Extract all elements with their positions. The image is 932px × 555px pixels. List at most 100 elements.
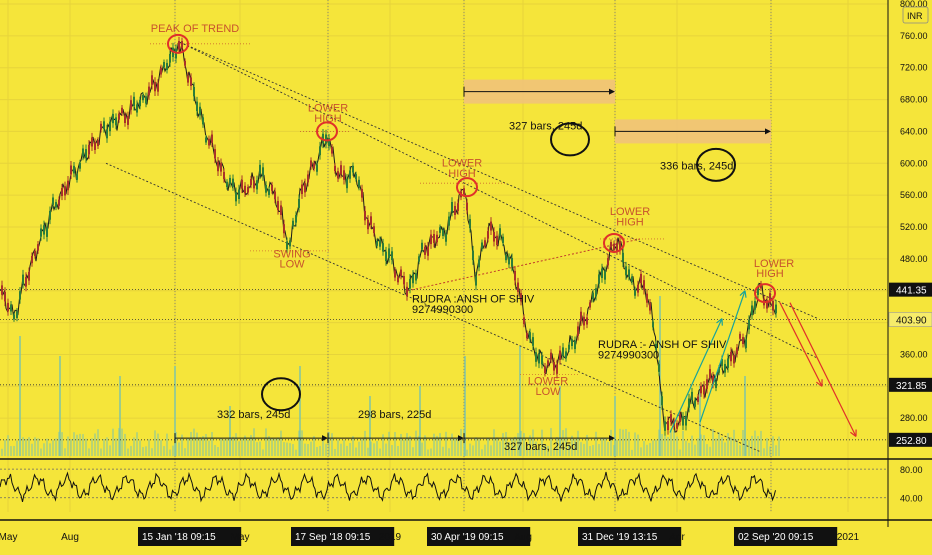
x-label-badge-10[interactable] [734,527,838,546]
x-label-badge-4[interactable] [291,527,395,546]
candle-body [265,185,267,193]
candle-body [241,179,243,189]
candle-body [331,147,333,154]
candle-body [139,99,141,107]
candle-body [436,234,438,243]
price-level-badge-1[interactable] [888,312,932,327]
currency-badge[interactable] [902,6,929,24]
candle-body [109,121,111,132]
candle-body [439,227,441,233]
candle-body [622,252,624,263]
candle-body [547,360,549,366]
candle-body [73,165,75,174]
candle-body [334,165,336,172]
candle-body [283,224,285,234]
candle-body [616,242,618,251]
highlight-circle-4 [754,283,776,304]
candle-body [577,326,579,336]
candle-body [103,121,105,129]
candle-body [754,301,756,310]
candle-body [343,170,345,180]
candle-body [658,364,660,372]
price-level-label-1: 403.90 [896,315,927,326]
candle-body [487,231,489,239]
annotation-16: 9274990300 [598,349,659,361]
x-tick-label-11: 2021 [837,532,860,543]
candle-body [361,189,363,198]
candle-body [247,187,249,193]
candle-body [151,75,153,85]
x-label-badge-8[interactable] [578,527,682,546]
candle-body [682,416,684,426]
candle-body [292,220,294,227]
projection-arrow-1 [789,302,857,437]
candle-body [76,174,78,180]
candle-body [298,198,300,208]
highlight-circle-3 [603,232,625,253]
candle-body [40,228,42,237]
candle-body [337,171,339,179]
candle-body [757,287,759,295]
candle-body [154,81,156,92]
candle-body [700,385,702,394]
candle-body [136,104,138,113]
x-tick-label-7: Aug [514,532,532,543]
candle-body [676,423,678,429]
candle-body [238,189,240,200]
candle-body [739,333,741,339]
candle-body [22,274,24,284]
candle-body [433,234,435,243]
candle-body [301,184,303,195]
x-tick-label-3: May [231,532,250,543]
candle-body [430,234,432,245]
price-level-badge-3[interactable] [889,432,932,447]
candle-body [688,398,690,408]
trend-line-1 [179,41,819,359]
annotation-10: LOW [279,259,305,271]
price-axis[interactable]: 280.00 360.00 480.00 520.00 560.00 600.00 640.… [888,0,932,447]
x-label-badge-2[interactable] [138,527,242,546]
candle-body [376,240,378,246]
annotation-6: HIGH [616,216,644,228]
candle-body [772,300,774,311]
candle-body [13,314,15,320]
candle-body [112,113,114,124]
x-tick-label-4: 17 Sep '18 09:15 [295,532,371,543]
candle-body [475,276,477,286]
candle-body [79,162,81,169]
y-tick-label-12: 760.00 [900,31,928,41]
candle-body [250,178,252,186]
candle-body [661,396,663,406]
candle-body [289,240,291,247]
projection-arrow-1-head [850,429,857,437]
candle-body [397,277,399,283]
candle-body [61,188,63,197]
price-level-badge-2[interactable] [889,377,932,392]
candle-body [691,391,693,400]
candle-body [613,243,615,251]
candle-body [505,254,507,261]
highlight-circle-2 [456,177,478,198]
candle-body [229,177,231,185]
candle-body [454,205,456,215]
candle-body [742,337,744,344]
candle-body [595,288,597,297]
candle-body [496,235,498,245]
candle-body [370,216,372,225]
grid-lines [0,0,932,527]
candle-body [256,180,258,190]
candle-body [157,83,159,92]
time-axis[interactable]: May Aug 15 Jan '18 09:15 May 17 Sep '18 09:1… [0,527,860,546]
candle-body [127,116,129,125]
candle-body [715,381,717,388]
price-level-lines [0,289,888,441]
x-label-badge-6[interactable] [427,527,531,546]
y-tick-label-5: 480.00 [900,254,928,264]
candle-body [424,246,426,255]
candle-body [211,134,213,143]
candle-body [556,364,558,374]
candle-body [34,250,36,257]
candle-body [550,352,552,360]
price-level-badge-0[interactable] [889,282,932,297]
candle-body [565,351,567,359]
